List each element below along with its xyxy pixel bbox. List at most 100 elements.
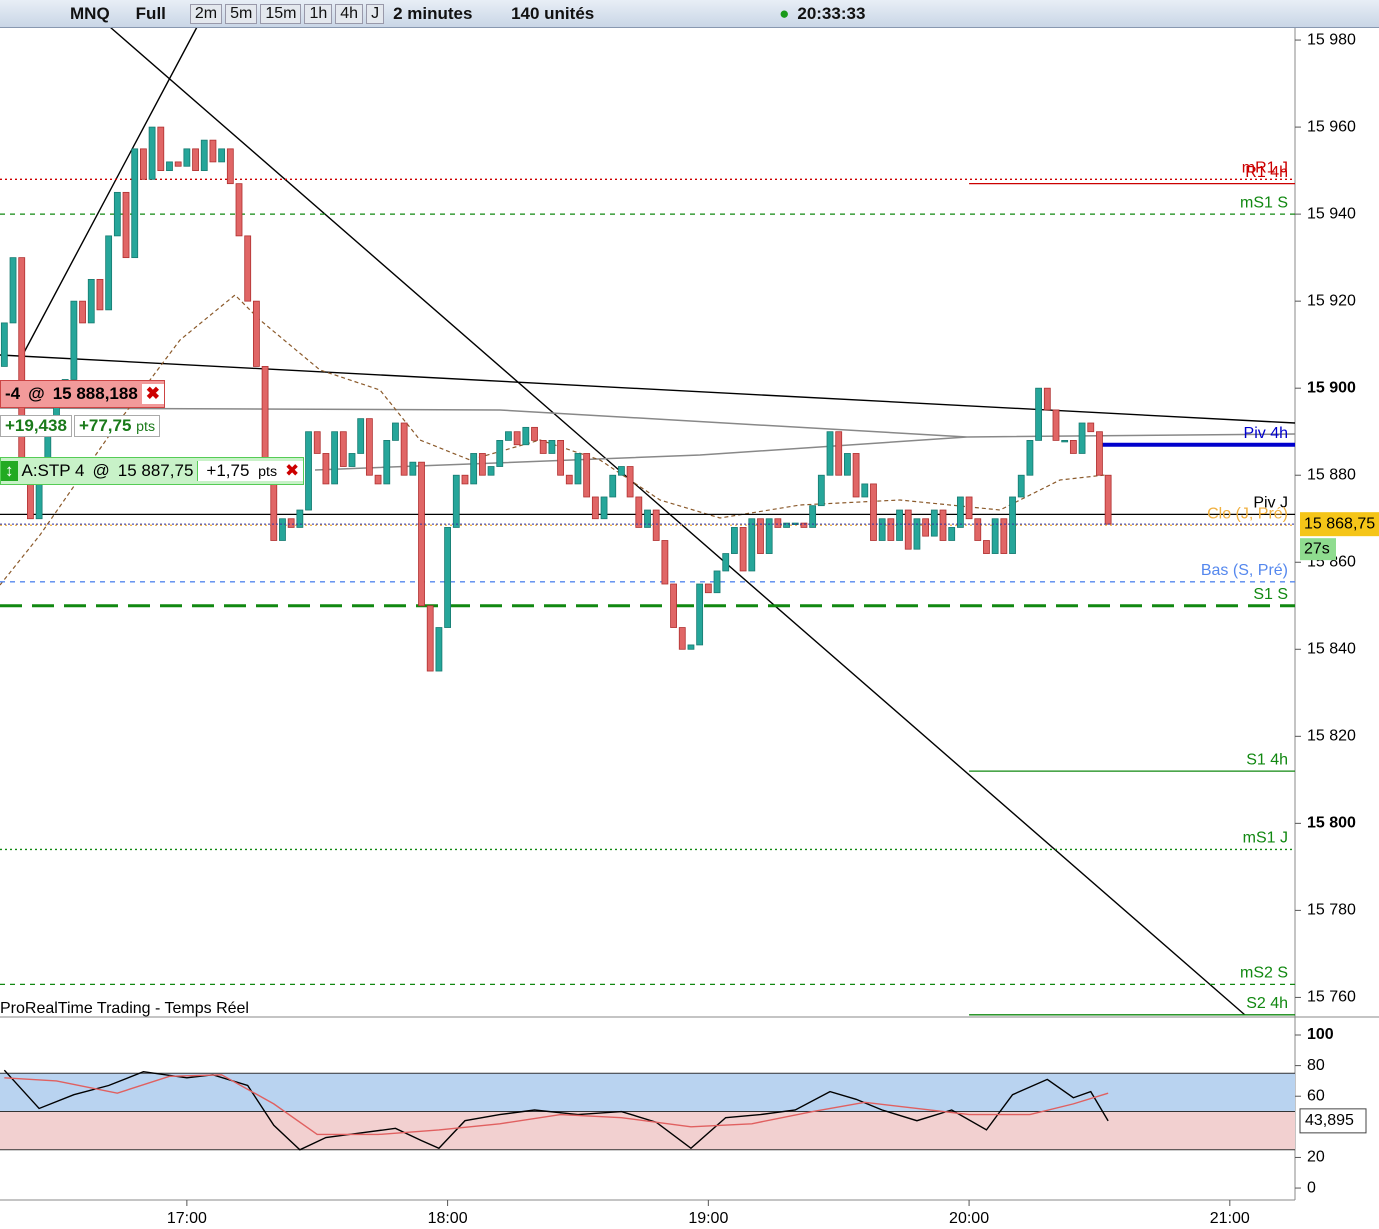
candle-body [496,440,504,467]
close-button[interactable]: ✖ [281,461,304,481]
candle-body [331,431,339,485]
candle-body [1026,440,1034,476]
candle-body [409,461,417,476]
price: 15 888,188 [52,384,138,403]
candle-body [1069,440,1077,454]
drag-icon[interactable]: ↕ [1,461,18,481]
period[interactable]: 2m [189,3,223,24]
candle-body [313,431,321,454]
candle-body [713,570,721,594]
level-label: Piv J [1253,495,1288,512]
y-tick-label: 15 760 [1307,989,1356,1006]
candle-body [765,518,773,554]
period[interactable]: 5m [225,3,258,24]
candle-body [244,235,252,302]
y-tick-label: 20 [1307,1149,1325,1166]
candle-body [235,183,243,237]
moving-average [0,294,1106,586]
candle-body [18,257,26,476]
oscillator-line [4,1074,1109,1136]
at: @ [28,384,45,403]
candle-body [826,431,834,476]
candle-body [644,509,651,528]
candle-body [618,466,625,476]
candle-body [209,139,217,163]
countdown-label: 27s [1304,540,1330,557]
candle-body [270,474,278,541]
candle-body [383,440,391,485]
toolbar: MNQ Full 2m 5m 15m 1h 4h J 2 minutes 140… [0,0,1379,28]
symbol[interactable]: MNQ [70,3,110,23]
candle-body [452,474,460,528]
candle-body [913,518,921,550]
candle-body [226,148,234,185]
level-label: S2 4h [1246,995,1288,1012]
level-label: S1 S [1253,586,1288,603]
candle-body [774,518,782,528]
candle-body [418,461,425,607]
candle-body [939,509,947,541]
candle-body [565,474,573,485]
interval[interactable]: 2 minutes [393,3,473,23]
candle-body [513,431,521,446]
candle-body [157,126,165,172]
candle-body [652,509,660,541]
indicator-last-box [1299,1108,1367,1134]
candle-body [478,453,486,476]
price: 15 887,75 [117,461,194,480]
candle-body [287,518,295,528]
candle-body [696,583,704,646]
candle-body [600,496,608,520]
clock: 20:33:33 [797,3,866,23]
close-button[interactable]: ✖ [141,384,165,404]
indicator-last-label: 43,895 [1305,1112,1354,1129]
candle-body [687,644,695,650]
candle-body [904,509,912,550]
level-label: R1 4h [1245,164,1288,181]
candle-body [948,527,956,541]
candle-body [1000,518,1008,554]
candle-body [1017,474,1025,498]
candle-body [678,627,686,650]
candle-body [800,522,808,528]
candle-body [131,148,139,259]
candle-body [922,518,930,537]
level-label: mS2 S [1240,965,1288,982]
candle-body [305,431,312,511]
period[interactable]: 1h [304,3,333,24]
candle-body [96,278,104,311]
points: +1,75 pts [197,461,282,481]
candle-body [435,627,443,672]
candle-body [783,522,790,528]
position-tag[interactable]: -4 @15 888,188 ✖ [0,380,166,408]
level-label: S1 4h [1246,751,1288,768]
x-tick-label: 17:00 [167,1210,207,1227]
units[interactable]: 140 unités [511,3,595,23]
candle-body [757,518,764,554]
candle-body [1009,496,1016,554]
view[interactable]: Full [135,3,166,23]
y-tick-label: 15 820 [1307,728,1356,745]
period[interactable]: 15m [260,3,302,24]
stop-tag[interactable]: ↕ A:STP 4 @15 887,75 +1,75 pts ✖ [0,457,305,485]
y-tick-label: 15 900 [1307,379,1356,396]
period[interactable]: J [366,3,385,24]
candle-body [1096,431,1103,476]
y-tick-label: 15 980 [1307,31,1356,48]
candle-body [87,278,95,324]
overbought-band [0,1073,1295,1112]
candle-body [522,426,530,446]
candle-body [531,426,538,441]
candle-body [374,474,382,485]
candle-body [583,453,591,498]
candle-body [1087,422,1095,433]
oversold-band [0,1111,1295,1150]
candle-body [861,483,869,498]
last-price-label: 15 868,75 [1304,515,1375,532]
period[interactable]: 4h [335,3,364,24]
level-label: Piv 4h [1244,425,1288,442]
status-dot: ● [779,3,790,23]
candle-body [574,453,582,485]
y-tick-label: 80 [1307,1057,1325,1074]
